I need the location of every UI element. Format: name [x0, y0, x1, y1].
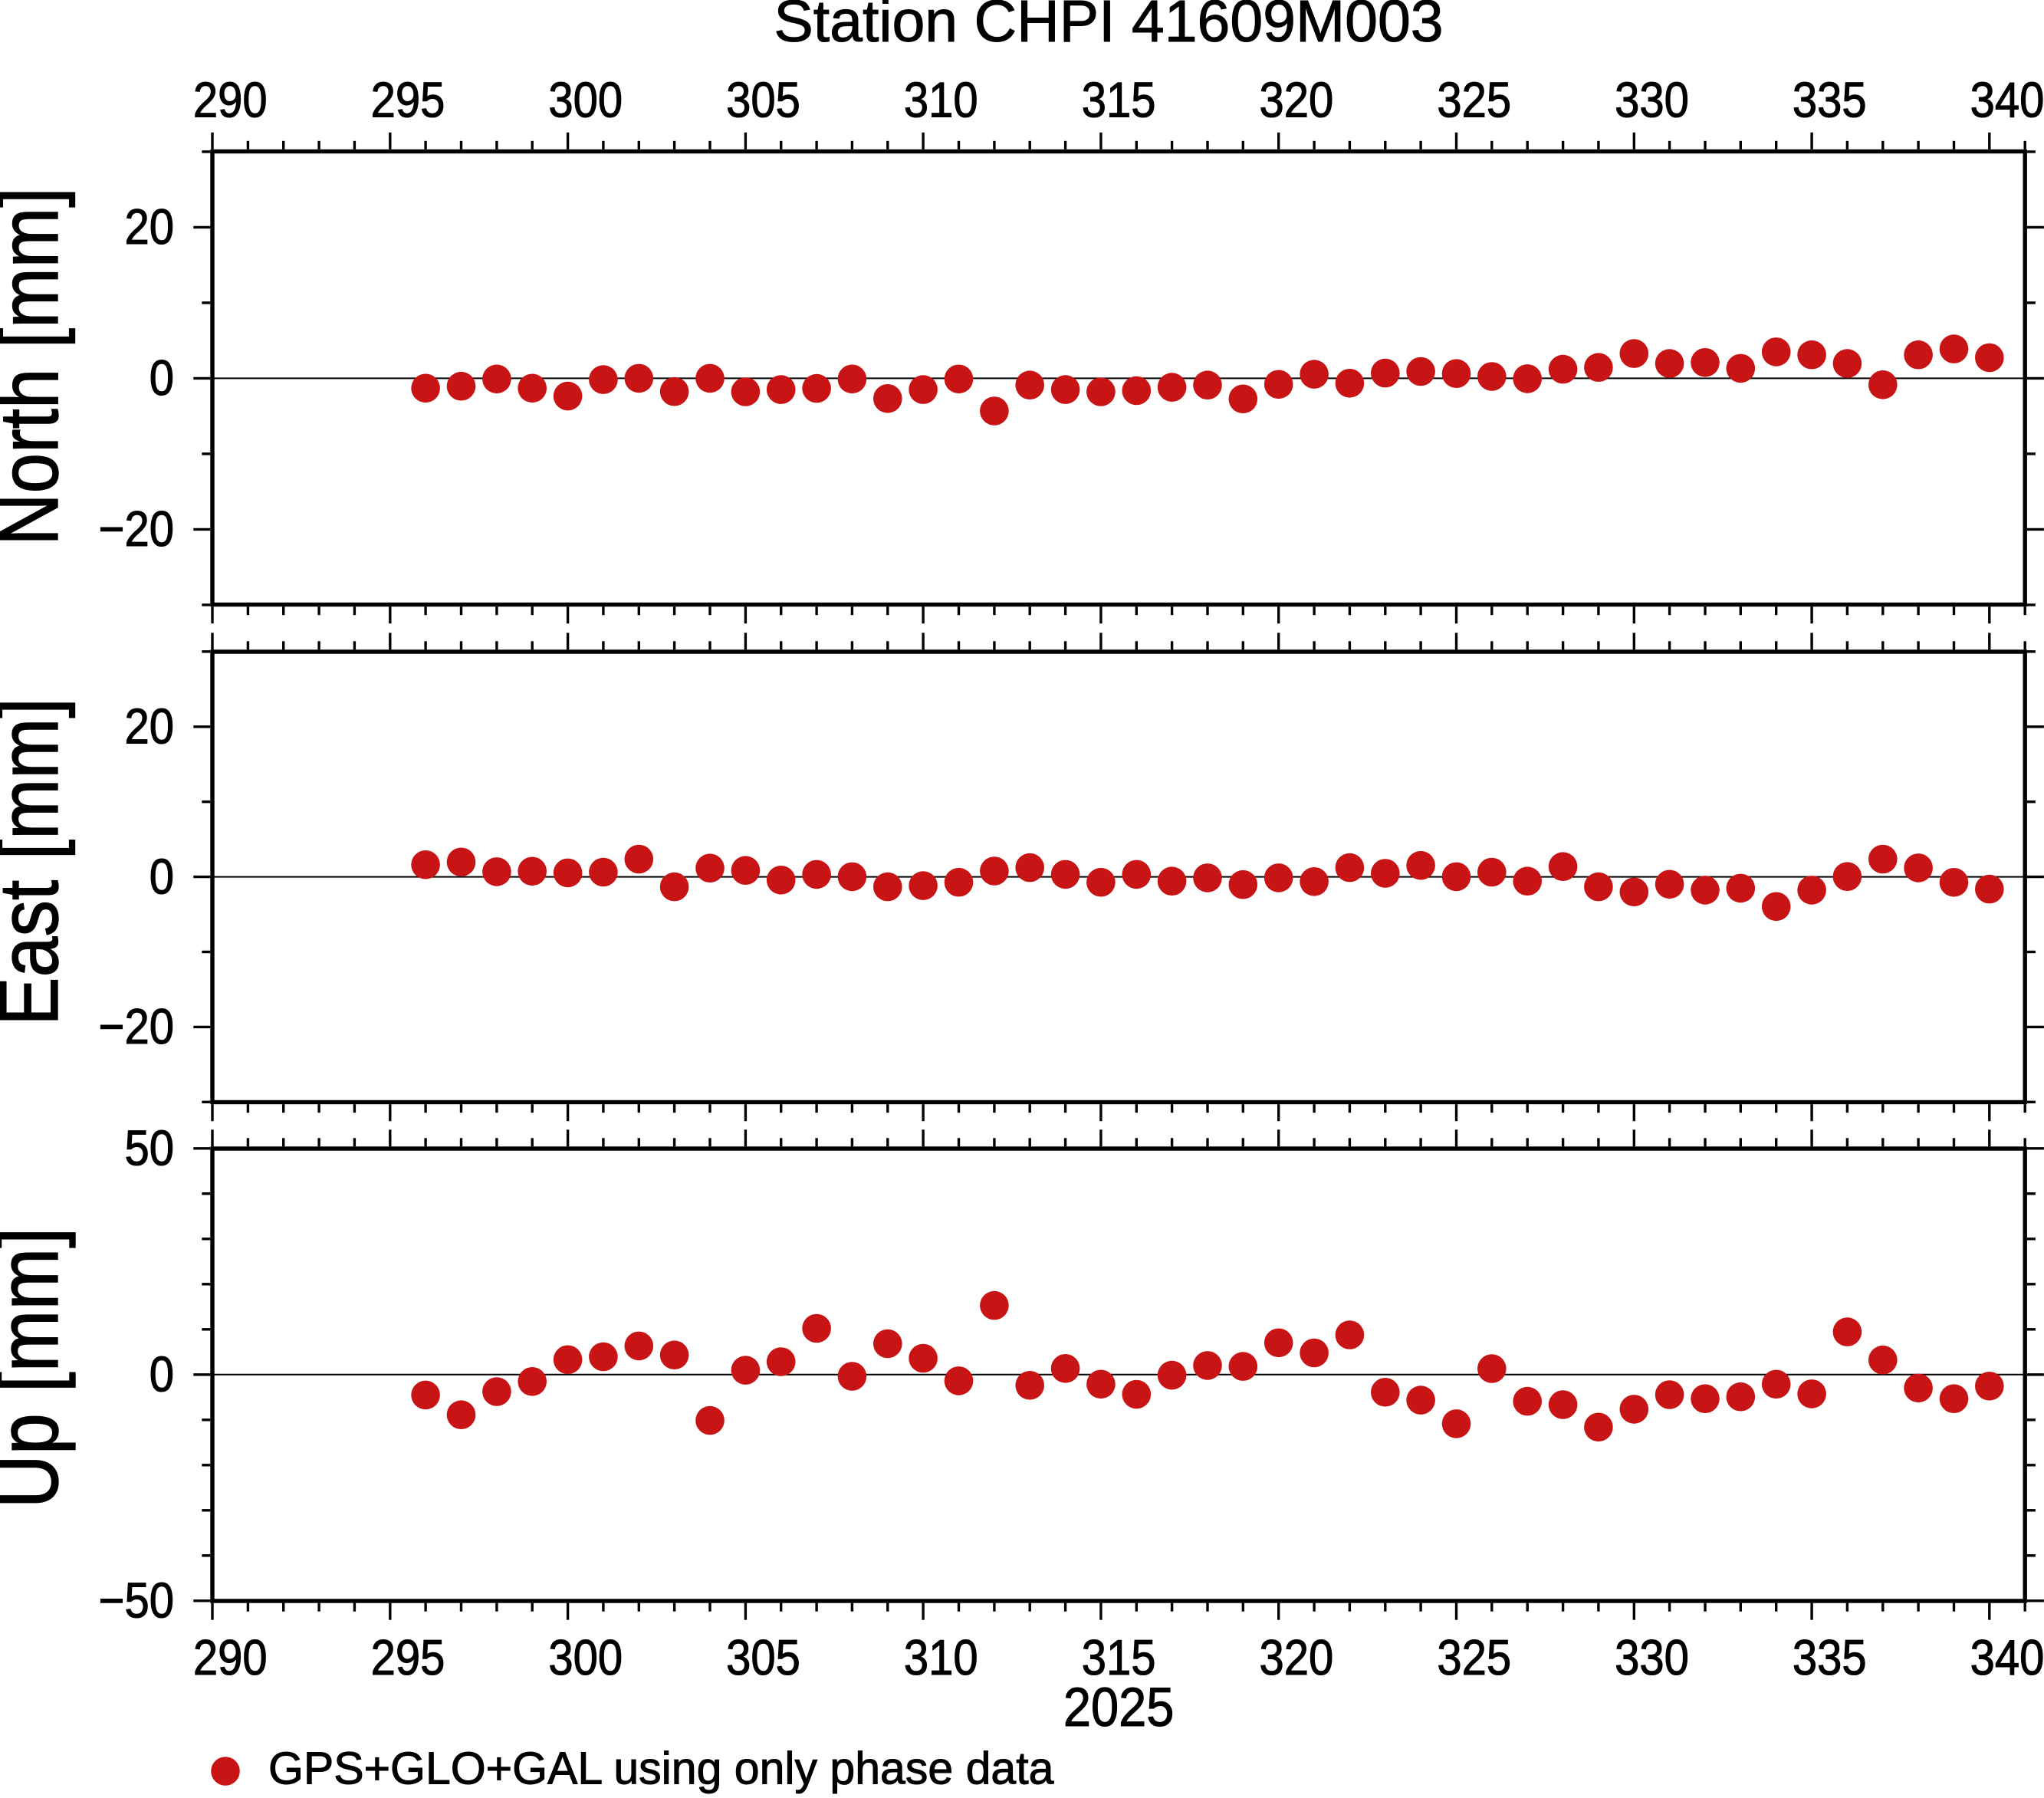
svg-text:0: 0	[150, 1347, 174, 1403]
svg-text:320: 320	[1260, 1630, 1334, 1686]
svg-text:315: 315	[1082, 72, 1156, 128]
svg-text:290: 290	[193, 1630, 268, 1686]
svg-text:335: 335	[1793, 1630, 1867, 1686]
svg-text:50: 50	[124, 1121, 174, 1177]
svg-text:320: 320	[1260, 72, 1334, 128]
svg-text:305: 305	[726, 1630, 800, 1686]
svg-text:315: 315	[1082, 1630, 1156, 1686]
svg-text:340: 340	[1970, 1630, 2044, 1686]
svg-text:340: 340	[1970, 72, 2044, 128]
svg-text:0: 0	[150, 350, 174, 406]
svg-text:−20: −20	[99, 501, 174, 557]
svg-text:East [mm]: East [mm]	[0, 698, 75, 1025]
svg-text:0: 0	[150, 849, 174, 905]
svg-text:2025: 2025	[1063, 1677, 1175, 1738]
svg-text:295: 295	[371, 72, 445, 128]
svg-text:325: 325	[1437, 72, 1511, 128]
svg-text:300: 300	[548, 72, 623, 128]
svg-text:300: 300	[548, 1630, 623, 1686]
svg-text:325: 325	[1437, 1630, 1511, 1686]
svg-text:335: 335	[1793, 72, 1867, 128]
svg-text:330: 330	[1615, 1630, 1689, 1686]
svg-text:310: 310	[904, 72, 978, 128]
svg-text:295: 295	[371, 1630, 445, 1686]
svg-text:20: 20	[124, 699, 174, 755]
svg-text:Up [mm]: Up [mm]	[0, 1228, 77, 1508]
svg-text:GPS+GLO+GAL using only phase d: GPS+GLO+GAL using only phase data	[268, 1744, 1054, 1794]
svg-text:20: 20	[124, 199, 174, 255]
svg-text:330: 330	[1615, 72, 1689, 128]
svg-text:−50: −50	[99, 1573, 174, 1629]
svg-text:−20: −20	[99, 999, 174, 1055]
svg-text:North [mm]: North [mm]	[0, 187, 75, 545]
svg-text:290: 290	[193, 72, 268, 128]
svg-text:Station CHPI 41609M003: Station CHPI 41609M003	[774, 0, 1443, 54]
svg-text:305: 305	[726, 72, 800, 128]
svg-text:310: 310	[904, 1630, 978, 1686]
